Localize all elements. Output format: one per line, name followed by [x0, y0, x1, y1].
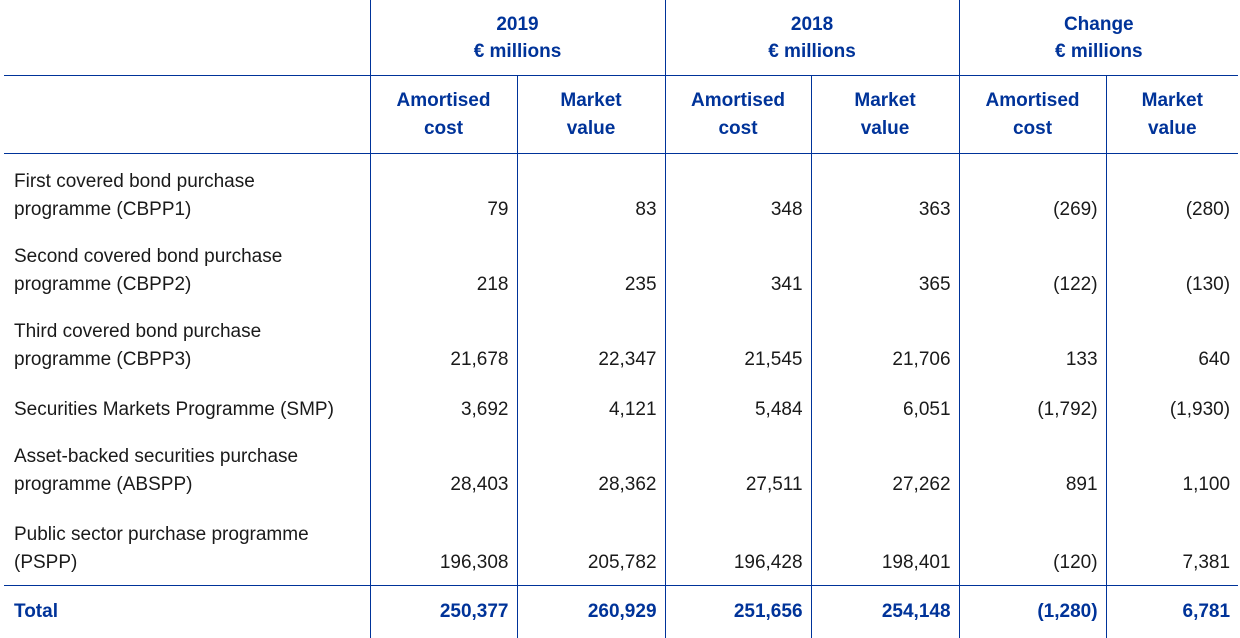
- cell-value: 5,484: [664, 374, 812, 424]
- total-value: 6,781: [1105, 585, 1239, 638]
- cell-value: 205,782: [516, 499, 666, 586]
- cell-value: (1,792): [958, 374, 1107, 424]
- total-value: (1,280): [958, 585, 1107, 638]
- sub-header-line: Market: [1141, 89, 1203, 111]
- header-2018: 2018 € millions: [664, 0, 960, 76]
- row-label-line: programme (CBPP3): [14, 349, 192, 370]
- cell-value: 3,692: [369, 374, 517, 424]
- total-value: 251,656: [664, 585, 812, 638]
- table-row-smp: Securities Markets Programme (SMP) 3,692…: [4, 374, 1239, 424]
- cell-value: (269): [958, 153, 1107, 224]
- sub-header-2018-market: Market value: [810, 75, 960, 154]
- header-change-unit: € millions: [1054, 40, 1143, 62]
- cell-value: 79: [369, 153, 517, 224]
- sub-header-line: Market: [854, 89, 916, 111]
- cell-value: 133: [958, 299, 1107, 374]
- sub-header-line: Amortised: [985, 89, 1080, 111]
- cell-value: 348: [664, 153, 812, 224]
- label-header-cell: [4, 75, 370, 154]
- table-row-pspp: Public sector purchase programme (PSPP) …: [4, 499, 1239, 586]
- total-value: 260,929: [516, 585, 666, 638]
- cell-value: 22,347: [516, 299, 666, 374]
- cell-value: 1,100: [1105, 424, 1239, 499]
- cell-value: (130): [1105, 224, 1239, 299]
- corner-cell: [4, 0, 370, 76]
- sub-header-line: value: [1147, 117, 1197, 139]
- sub-header-row: Amortised cost Market value Amortised co…: [4, 75, 1239, 154]
- cell-value: 363: [810, 153, 960, 224]
- year-header-row: 2019 € millions 2018 € millions Change €…: [4, 0, 1239, 76]
- table-row-cbpp2: Second covered bond purchase programme (…: [4, 224, 1239, 299]
- row-label: Public sector purchase programme (PSPP): [4, 499, 370, 586]
- cell-value: 21,545: [664, 299, 812, 374]
- cell-value: 28,362: [516, 424, 666, 499]
- cell-value: 27,511: [664, 424, 812, 499]
- table-row-cbpp3: Third covered bond purchase programme (C…: [4, 299, 1239, 374]
- sub-header-line: cost: [718, 117, 758, 139]
- cell-value: 218: [369, 224, 517, 299]
- cell-value: 640: [1105, 299, 1239, 374]
- cell-value: 28,403: [369, 424, 517, 499]
- sub-header-change-market: Market value: [1105, 75, 1239, 154]
- sub-header-2019-market: Market value: [516, 75, 666, 154]
- cell-value: 235: [516, 224, 666, 299]
- header-2018-unit: € millions: [768, 40, 856, 62]
- table-row-abspp: Asset-backed securities purchase program…: [4, 424, 1239, 499]
- cell-value: 891: [958, 424, 1107, 499]
- cell-value: (1,930): [1105, 374, 1239, 424]
- row-label: First covered bond purchase programme (C…: [4, 154, 370, 225]
- row-label: Securities Markets Programme (SMP): [14, 399, 334, 420]
- row-label-line: (PSPP): [14, 552, 78, 573]
- sub-header-change-amortised: Amortised cost: [958, 75, 1107, 154]
- header-change: Change € millions: [958, 0, 1239, 76]
- sub-header-line: Market: [560, 89, 622, 111]
- total-label: Total: [4, 585, 370, 638]
- row-label: Asset-backed securities purchase program…: [4, 424, 370, 499]
- row-label-line: programme (CBPP2): [14, 274, 192, 295]
- sub-header-2019-amortised: Amortised cost: [369, 75, 517, 154]
- table-row-total: Total 250,377 260,929 251,656 254,148 (1…: [4, 585, 1239, 638]
- row-label-line: First covered bond purchase: [14, 171, 255, 192]
- row-label: Third covered bond purchase programme (C…: [4, 299, 370, 374]
- cell-value: (120): [958, 499, 1107, 586]
- row-label-line: programme (CBPP1): [14, 199, 192, 220]
- sub-header-line: cost: [1012, 117, 1053, 139]
- header-2019: 2019 € millions: [369, 0, 666, 76]
- sub-header-line: value: [860, 117, 910, 139]
- header-2019-year: 2019: [496, 13, 539, 35]
- row-label: Second covered bond purchase programme (…: [4, 224, 370, 299]
- cell-value: (122): [958, 224, 1107, 299]
- row-label-line: Third covered bond purchase: [14, 321, 262, 342]
- cell-value: 21,678: [369, 299, 517, 374]
- sub-header-line: Amortised: [396, 89, 491, 111]
- cell-value: 83: [516, 153, 666, 224]
- securities-table: 2019 € millions 2018 € millions Change €…: [4, 0, 1239, 638]
- total-value: 250,377: [369, 585, 517, 638]
- cell-value: 4,121: [516, 374, 666, 424]
- cell-value: 21,706: [810, 299, 960, 374]
- cell-value: 27,262: [810, 424, 960, 499]
- row-label-line: Asset-backed securities purchase: [14, 446, 299, 467]
- sub-header-2018-amortised: Amortised cost: [664, 75, 812, 154]
- sub-header-line: cost: [423, 117, 464, 139]
- header-2018-year: 2018: [790, 13, 834, 35]
- cell-value: 6,051: [810, 374, 960, 424]
- header-2019-unit: € millions: [473, 40, 562, 62]
- row-label-line: Public sector purchase programme: [14, 524, 309, 545]
- cell-value: 198,401: [810, 499, 960, 586]
- sub-header-line: value: [566, 117, 616, 139]
- cell-value: 196,428: [664, 499, 812, 586]
- sub-header-line: Amortised: [691, 89, 785, 111]
- cell-value: (280): [1105, 153, 1239, 224]
- total-value: 254,148: [810, 585, 960, 638]
- table-row-cbpp1: First covered bond purchase programme (C…: [4, 153, 1239, 225]
- cell-value: 7,381: [1105, 499, 1239, 586]
- header-change-title: Change: [1063, 13, 1134, 35]
- cell-value: 196,308: [369, 499, 517, 586]
- cell-value: 365: [810, 224, 960, 299]
- row-label-line: Second covered bond purchase: [14, 246, 283, 267]
- cell-value: 341: [664, 224, 812, 299]
- row-label-line: programme (ABSPP): [14, 474, 193, 495]
